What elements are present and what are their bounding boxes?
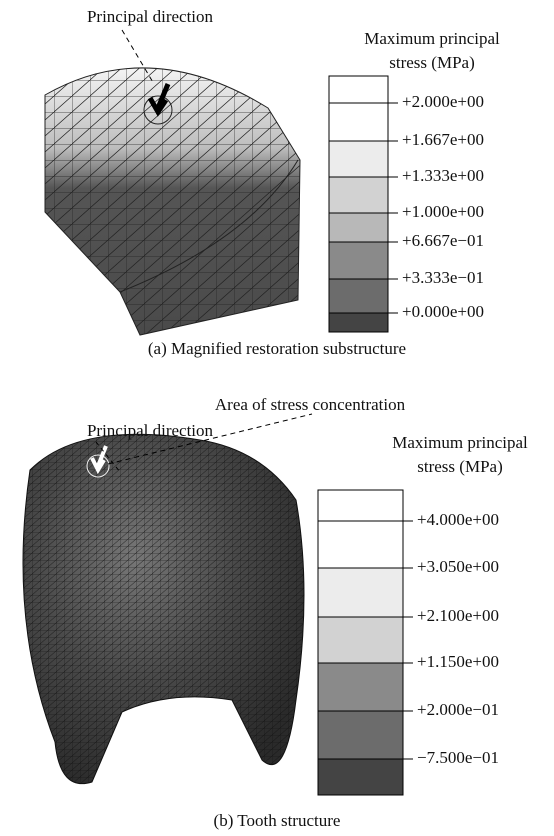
scale-label: +1.000e+00	[402, 202, 484, 221]
scale-band	[318, 711, 403, 759]
scale-label: +3.333e−01	[402, 268, 484, 287]
annotation: Principal direction	[87, 7, 214, 26]
scale-band	[329, 141, 388, 177]
scale-label: +2.000e−01	[417, 700, 499, 719]
scale-band	[318, 759, 403, 795]
legend-title: stress (MPa)	[417, 457, 502, 476]
scale-band	[318, 490, 403, 521]
scale-label: +4.000e+00	[417, 510, 499, 529]
figure: Principal direction Maximum principal stre…	[0, 0, 554, 836]
scale-label: +2.100e+00	[417, 606, 499, 625]
caption: (a) Magnified restoration substructure	[148, 339, 406, 358]
scale-label: +2.000e+00	[402, 92, 484, 111]
legend-title: Maximum principal	[364, 29, 500, 48]
annotation: Area of stress concentration	[215, 395, 406, 414]
legend-title: stress (MPa)	[389, 53, 474, 72]
scale-band	[329, 213, 388, 242]
tooth-model	[23, 414, 312, 784]
scale-label: −7.500e−01	[417, 748, 499, 767]
caption: (b) Tooth structure	[214, 811, 341, 830]
scale-label: +3.050e+00	[417, 557, 499, 576]
page: {"panels": [ {"annotations": ["Principal…	[0, 0, 554, 836]
scale-band	[318, 521, 403, 568]
scale-label: +1.333e+00	[402, 166, 484, 185]
scale-label: +6.667e−01	[402, 231, 484, 250]
scale-band	[329, 103, 388, 141]
scale-band	[329, 242, 388, 279]
scale-band	[318, 663, 403, 711]
scale-band	[329, 313, 388, 332]
annotation: Principal direction	[87, 421, 214, 440]
scale-band	[318, 568, 403, 617]
scale-band	[329, 279, 388, 313]
scale-label: +0.000e+00	[402, 302, 484, 321]
scale-label: +1.150e+00	[417, 652, 499, 671]
legend-title: Maximum principal	[392, 433, 528, 452]
scale-band	[329, 76, 388, 103]
restoration-model	[45, 30, 300, 335]
scale-band	[318, 617, 403, 663]
scale-band	[329, 177, 388, 213]
scale-label: +1.667e+00	[402, 130, 484, 149]
